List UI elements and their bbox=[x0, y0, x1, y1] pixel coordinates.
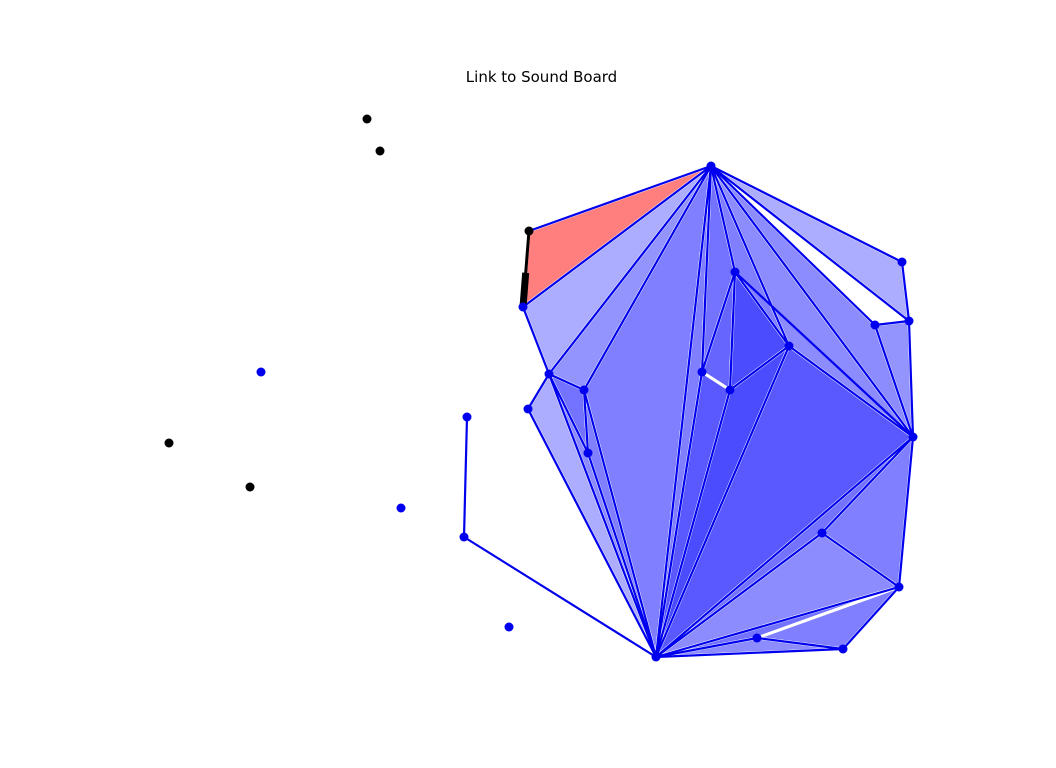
node-b bbox=[518, 302, 528, 312]
node-R bbox=[908, 432, 918, 442]
edge-R-o bbox=[897, 436, 915, 588]
edge-h-T bbox=[700, 165, 713, 373]
edge-R-B bbox=[655, 436, 914, 658]
node-p4 bbox=[256, 367, 266, 377]
node-p6 bbox=[504, 622, 514, 632]
node-e bbox=[579, 385, 589, 395]
edge-b-c bbox=[521, 306, 551, 375]
edge-e-T bbox=[583, 165, 712, 391]
node-T bbox=[706, 161, 716, 171]
edge-l-m bbox=[874, 319, 910, 327]
node-g bbox=[730, 267, 740, 277]
node-B bbox=[651, 652, 661, 662]
edge-q-B bbox=[655, 636, 758, 659]
node-c bbox=[544, 369, 554, 379]
edge-i-B bbox=[654, 389, 732, 658]
edge-m-T bbox=[710, 165, 910, 322]
edge-R-n bbox=[821, 436, 914, 534]
node-p8 bbox=[459, 532, 469, 542]
edge-c-e bbox=[548, 372, 585, 392]
edge-g-T bbox=[709, 165, 737, 273]
faces-layer bbox=[521, 164, 915, 659]
node-n bbox=[817, 528, 827, 538]
edge-d-B bbox=[527, 408, 657, 658]
node-q bbox=[752, 633, 762, 643]
edge-r-q bbox=[756, 636, 844, 651]
edge-e-B bbox=[582, 389, 658, 658]
node-r bbox=[838, 644, 848, 654]
node-l bbox=[870, 320, 880, 330]
edge-e-f bbox=[582, 389, 590, 454]
edge-g-R bbox=[734, 271, 914, 438]
edge-marker-a-b bbox=[519, 272, 530, 308]
edge-h-B bbox=[654, 371, 704, 658]
node-p5 bbox=[396, 503, 406, 513]
node-h bbox=[697, 367, 707, 377]
edge-p7-p8 bbox=[462, 416, 469, 538]
edge-o-B bbox=[655, 585, 900, 659]
node-k bbox=[897, 257, 907, 267]
edge-o-r bbox=[842, 586, 900, 650]
edge-k-T bbox=[710, 165, 903, 263]
node-a bbox=[524, 226, 534, 236]
edge-a-T bbox=[528, 164, 712, 233]
edge-f-B bbox=[586, 452, 658, 658]
edge-c-f bbox=[548, 373, 589, 454]
edge-B-T bbox=[654, 165, 713, 658]
edge-g-h bbox=[700, 271, 737, 373]
node-p1 bbox=[375, 146, 385, 156]
edge-j-T bbox=[709, 165, 791, 347]
node-m bbox=[904, 316, 914, 326]
edge-n-o bbox=[821, 532, 900, 588]
edge-k-m bbox=[900, 261, 911, 322]
edge-l-R bbox=[873, 324, 915, 438]
edge-j-B bbox=[654, 345, 791, 658]
edge-c-T bbox=[548, 165, 712, 375]
edges-layer bbox=[462, 164, 915, 659]
node-p2 bbox=[164, 438, 174, 448]
node-o bbox=[894, 582, 904, 592]
edge-b-T bbox=[522, 165, 712, 308]
node-f bbox=[583, 448, 593, 458]
node-j bbox=[784, 341, 794, 351]
edge-m-R bbox=[907, 320, 915, 438]
edge-d-c bbox=[527, 373, 550, 410]
edge-j-R bbox=[788, 345, 914, 438]
edge-l-T bbox=[710, 165, 876, 326]
node-p0 bbox=[362, 114, 372, 124]
edge-n-B bbox=[655, 532, 823, 658]
edge-g-j bbox=[734, 271, 790, 347]
edge-r-B bbox=[655, 647, 844, 659]
edge-c-B bbox=[547, 373, 658, 658]
node-i bbox=[725, 385, 735, 395]
node-p7 bbox=[462, 412, 472, 422]
edge-g-i bbox=[728, 271, 737, 391]
node-d bbox=[523, 404, 533, 414]
diagram-title: Link to Sound Board bbox=[465, 68, 618, 86]
edge-R-T bbox=[710, 165, 914, 438]
edge-p8-B bbox=[463, 536, 657, 658]
edge-i-j bbox=[729, 345, 790, 391]
node-p3 bbox=[245, 482, 255, 492]
nodes-layer bbox=[164, 114, 918, 662]
